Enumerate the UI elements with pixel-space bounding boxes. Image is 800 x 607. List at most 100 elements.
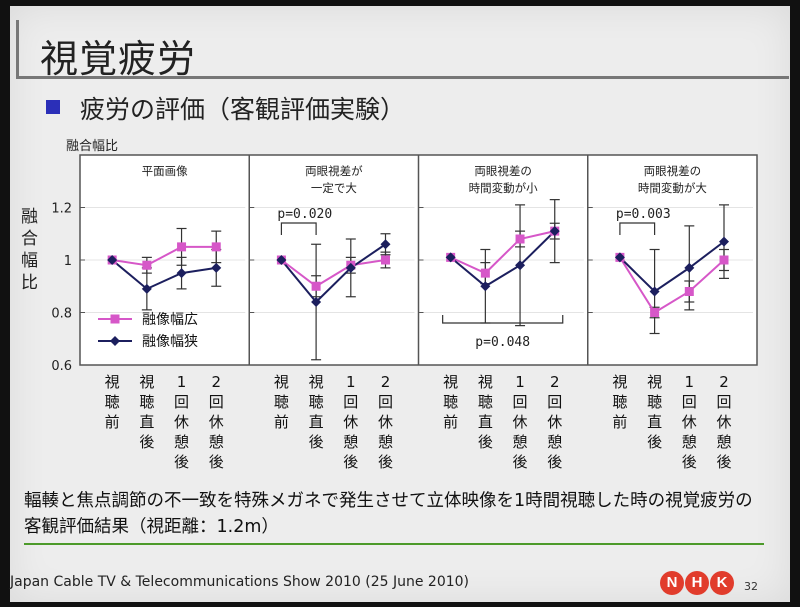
x-category-label-char: 憩 <box>682 433 697 451</box>
logo-letter: N <box>660 571 684 595</box>
x-category-label-char: 後 <box>378 453 393 471</box>
data-point-narrow <box>718 236 729 247</box>
fusion-ratio-chart: 融合幅比融合幅比0.60.811.2平面画像視聴前視聴直後1回休憩後2回休憩後両… <box>21 139 758 471</box>
x-category-label-char: 憩 <box>343 433 358 451</box>
series-line-wide <box>112 245 217 267</box>
panel-title: 時間変動が大 <box>638 181 707 195</box>
data-point-narrow <box>684 262 695 273</box>
x-category-label-char: 視 <box>309 373 324 391</box>
series-line-narrow <box>619 240 725 293</box>
data-point-narrow <box>276 255 287 265</box>
x-category-label-char: 1 <box>177 373 187 391</box>
title-frame <box>16 20 789 79</box>
x-category-label-char: 回 <box>343 393 358 411</box>
x-category-label-char: 憩 <box>174 433 189 451</box>
x-category-label-char: 1 <box>685 373 695 391</box>
data-point-wide <box>684 287 694 296</box>
x-category-label-char: 後 <box>209 453 224 471</box>
legend-label-narrow: 融像幅狭 <box>142 334 198 350</box>
data-point-wide <box>719 255 729 265</box>
x-category-label-char: 休 <box>378 413 393 431</box>
series-line-wide <box>619 256 725 314</box>
x-category-label-char: 聴 <box>274 393 289 411</box>
x-category-label-char: 後 <box>309 433 324 451</box>
series-line-narrow <box>280 243 387 304</box>
x-category-label-char: 視 <box>139 373 154 391</box>
x-category-label-char: 聴 <box>139 393 154 411</box>
p-value-label: p=0.003 <box>616 207 671 222</box>
x-category-label-char: 前 <box>443 413 458 431</box>
x-category-label-char: 休 <box>716 413 731 431</box>
panel-title: 時間変動が小 <box>469 181 538 195</box>
data-point-narrow <box>614 252 625 263</box>
data-point-narrow <box>141 283 152 294</box>
significance-bracket <box>442 315 564 324</box>
panel-title: 両眼視差の <box>474 164 532 178</box>
data-point-narrow <box>515 260 526 271</box>
x-category-label-char: 回 <box>513 393 528 411</box>
x-category-label-char: 視 <box>647 373 662 391</box>
x-category-label-char: 聴 <box>478 393 493 411</box>
data-point-narrow <box>107 255 118 265</box>
p-value-label: p=0.048 <box>475 335 530 350</box>
x-category-label-char: 憩 <box>209 433 224 451</box>
x-category-label-char: 回 <box>716 393 731 411</box>
x-category-label-char: 聴 <box>647 393 662 411</box>
data-point-narrow <box>345 262 356 273</box>
x-category-label-char: 2 <box>381 373 391 391</box>
p-value-label: p=0.020 <box>277 207 332 222</box>
y-tick-label: 0.8 <box>51 307 72 322</box>
x-category-label-char: 後 <box>682 453 697 471</box>
data-point-narrow <box>176 268 187 279</box>
panel-title: 平面画像 <box>142 164 188 178</box>
data-point-narrow <box>211 262 222 273</box>
x-category-label-char: 回 <box>209 393 224 411</box>
x-category-label-char: 2 <box>211 373 221 391</box>
x-category-label-char: 休 <box>547 413 562 431</box>
x-category-label-char: 2 <box>550 373 560 391</box>
x-category-label-char: 休 <box>682 413 697 431</box>
series-line-narrow <box>450 230 556 288</box>
y-axis-side-label-char: 融 <box>21 207 38 227</box>
data-point-wide <box>177 242 187 252</box>
y-tick-label: 0.6 <box>51 359 72 374</box>
x-category-label-char: 後 <box>716 453 731 471</box>
caption-text: 輻輳と焦点調節の不一致を特殊メガネで発生させて立体映像を1時間視聴した時の視覚疲… <box>24 491 753 537</box>
data-point-narrow <box>380 239 391 250</box>
x-category-label-char: 1 <box>515 373 525 391</box>
data-point-narrow <box>311 297 322 307</box>
x-category-label-char: 後 <box>139 433 154 451</box>
y-axis-side-label-char: 合 <box>21 229 38 249</box>
data-point-wide <box>380 255 390 265</box>
significance-bracket <box>619 222 656 235</box>
series-line-narrow <box>111 259 217 291</box>
x-category-label-char: 1 <box>346 373 356 391</box>
logo-letter: H <box>685 571 709 595</box>
x-category-label-char: 前 <box>274 413 289 431</box>
x-category-label-char: 後 <box>513 453 528 471</box>
y-axis-side-label-char: 幅 <box>21 251 38 271</box>
slide-title: 視覚疲労 <box>40 37 197 81</box>
x-category-label-char: 回 <box>682 393 697 411</box>
series-line-wide <box>280 259 386 288</box>
x-category-label-char: 休 <box>513 413 528 431</box>
x-category-label-char: 聴 <box>309 393 324 411</box>
page-number: 32 <box>744 580 758 593</box>
x-category-label-char: 視 <box>105 373 120 391</box>
x-category-label-char: 休 <box>343 413 358 431</box>
legend-label-wide: 融像幅広 <box>142 312 198 328</box>
panel-title: 一定で大 <box>311 181 357 195</box>
x-category-label-char: 前 <box>105 413 120 431</box>
y-axis-title: 融合幅比 <box>66 139 118 154</box>
data-point-wide <box>515 234 525 244</box>
x-category-label-char: 直 <box>139 413 154 431</box>
series-line-wide <box>450 230 555 275</box>
x-category-label-char: 直 <box>309 413 324 431</box>
x-category-label-char: 視 <box>478 373 493 391</box>
data-point-wide <box>480 268 490 278</box>
significance-bracket <box>280 222 317 235</box>
x-category-label-char: 憩 <box>513 433 528 451</box>
x-category-label-char: 後 <box>343 453 358 471</box>
y-tick-label: 1 <box>64 254 72 269</box>
data-point-narrow <box>445 252 456 263</box>
